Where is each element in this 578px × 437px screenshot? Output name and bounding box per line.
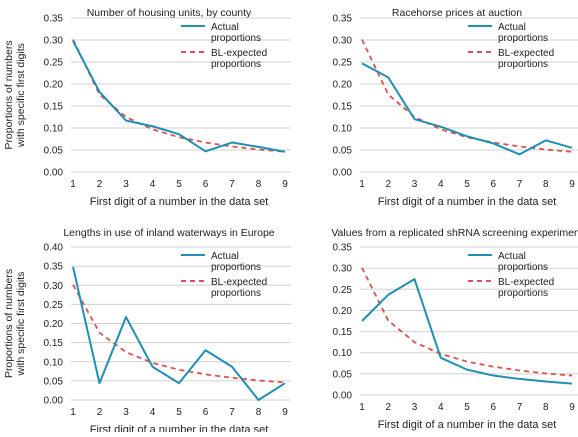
x-tick-label: 7	[229, 407, 235, 418]
chart-title: Number of housing units, by county	[87, 7, 252, 19]
x-tick-label: 1	[70, 407, 76, 418]
y-tick-label: 0.25	[333, 285, 353, 296]
y-axis-label: Proportions of numberswith specific firs…	[3, 40, 27, 149]
x-tick-label: 5	[176, 407, 182, 418]
x-tick-label: 3	[123, 179, 129, 190]
y-tick-label: 0.00	[44, 396, 64, 407]
x-tick-label: 8	[543, 402, 549, 413]
x-tick-label: 7	[517, 179, 523, 190]
y-tick-label: 0.25	[333, 58, 353, 69]
y-tick-label: 0.20	[44, 319, 64, 330]
y-tick-label: 0.30	[44, 281, 64, 292]
x-tick-label: 2	[385, 402, 391, 413]
y-tick-label: 0.10	[333, 124, 353, 135]
x-tick-label: 5	[464, 402, 470, 413]
x-tick-label: 4	[150, 407, 156, 418]
x-tick-label: 9	[282, 179, 288, 190]
x-axis-label: First digit of a number in the data set	[378, 196, 557, 208]
y-tick-label: 0.30	[333, 36, 353, 47]
x-tick-label: 2	[97, 407, 103, 418]
x-tick-label: 2	[97, 179, 103, 190]
x-tick-label: 1	[359, 402, 365, 413]
y-tick-label: 0.00	[333, 168, 353, 179]
y-tick-label: 0.15	[333, 102, 353, 113]
y-tick-label: 0.05	[44, 376, 64, 387]
y-tick-label: 0.00	[44, 168, 64, 179]
chart-panel-3: Lengths in use of inland waterways in Eu…	[3, 227, 291, 432]
y-tick-label: 0.35	[44, 14, 64, 25]
y-tick-label: 0.10	[333, 348, 353, 359]
y-tick-label: 0.05	[333, 146, 353, 157]
y-tick-label: 0.35	[333, 14, 353, 25]
y-axis-label: Proportions of numberswith specific firs…	[3, 269, 27, 378]
x-tick-label: 9	[569, 402, 575, 413]
x-axis-label: First digit of a number in the data set	[90, 196, 269, 208]
series-line-actual	[362, 63, 572, 154]
x-tick-label: 8	[256, 179, 262, 190]
chart-title: Values from a replicated shRNA screening…	[331, 227, 578, 239]
x-tick-label: 5	[464, 179, 470, 190]
chart-title: Racehorse prices at auction	[392, 7, 522, 19]
y-tick-label: 0.40	[44, 243, 64, 254]
x-tick-label: 3	[412, 179, 418, 190]
y-tick-label: 0.15	[333, 327, 353, 338]
y-tick-label: 0.15	[44, 102, 64, 113]
x-tick-label: 2	[385, 179, 391, 190]
x-tick-label: 9	[569, 179, 575, 190]
x-tick-label: 4	[150, 179, 156, 190]
chart-panel-4: Values from a replicated shRNA screening…	[331, 227, 578, 431]
x-tick-label: 3	[412, 402, 418, 413]
x-axis-label: First digit of a number in the data set	[378, 419, 557, 431]
x-tick-label: 6	[490, 402, 496, 413]
x-tick-label: 4	[438, 402, 444, 413]
y-tick-label: 0.15	[44, 338, 64, 349]
chart-panel-1: Number of housing units, by county 0.00 0.…	[3, 7, 291, 208]
y-tick-label: 0.30	[333, 264, 353, 275]
y-tick-label: 0.00	[333, 391, 353, 402]
x-tick-label: 1	[359, 179, 365, 190]
y-tick-label: 0.05	[333, 369, 353, 380]
x-tick-label: 6	[203, 179, 209, 190]
y-tick-label: 0.20	[333, 80, 353, 91]
y-tick-label: 0.25	[44, 300, 64, 311]
y-tick-label: 0.20	[44, 80, 64, 91]
y-tick-label: 0.10	[44, 357, 64, 368]
chart-panel-2: Racehorse prices at auction 0.00 0.05 0.10 0…	[333, 7, 578, 208]
x-tick-label: 1	[70, 179, 76, 190]
x-tick-label: 3	[123, 407, 129, 418]
y-tick-label: 0.25	[44, 58, 64, 69]
x-tick-label: 8	[256, 407, 262, 418]
x-tick-label: 7	[229, 179, 235, 190]
chart-title: Lengths in use of inland waterways in Eu…	[63, 227, 274, 239]
x-tick-label: 7	[517, 402, 523, 413]
x-tick-label: 4	[438, 179, 444, 190]
x-tick-label: 6	[490, 179, 496, 190]
y-tick-label: 0.35	[44, 262, 64, 273]
x-axis-label: First digit of a number in the data set	[90, 424, 269, 432]
x-tick-label: 6	[203, 407, 209, 418]
y-tick-label: 0.20	[333, 306, 353, 317]
x-tick-label: 9	[282, 407, 288, 418]
y-tick-label: 0.35	[333, 243, 353, 254]
y-tick-label: 0.30	[44, 36, 64, 47]
x-tick-label: 8	[543, 179, 549, 190]
y-tick-label: 0.10	[44, 124, 64, 135]
x-tick-label: 5	[176, 179, 182, 190]
y-tick-label: 0.05	[44, 146, 64, 157]
